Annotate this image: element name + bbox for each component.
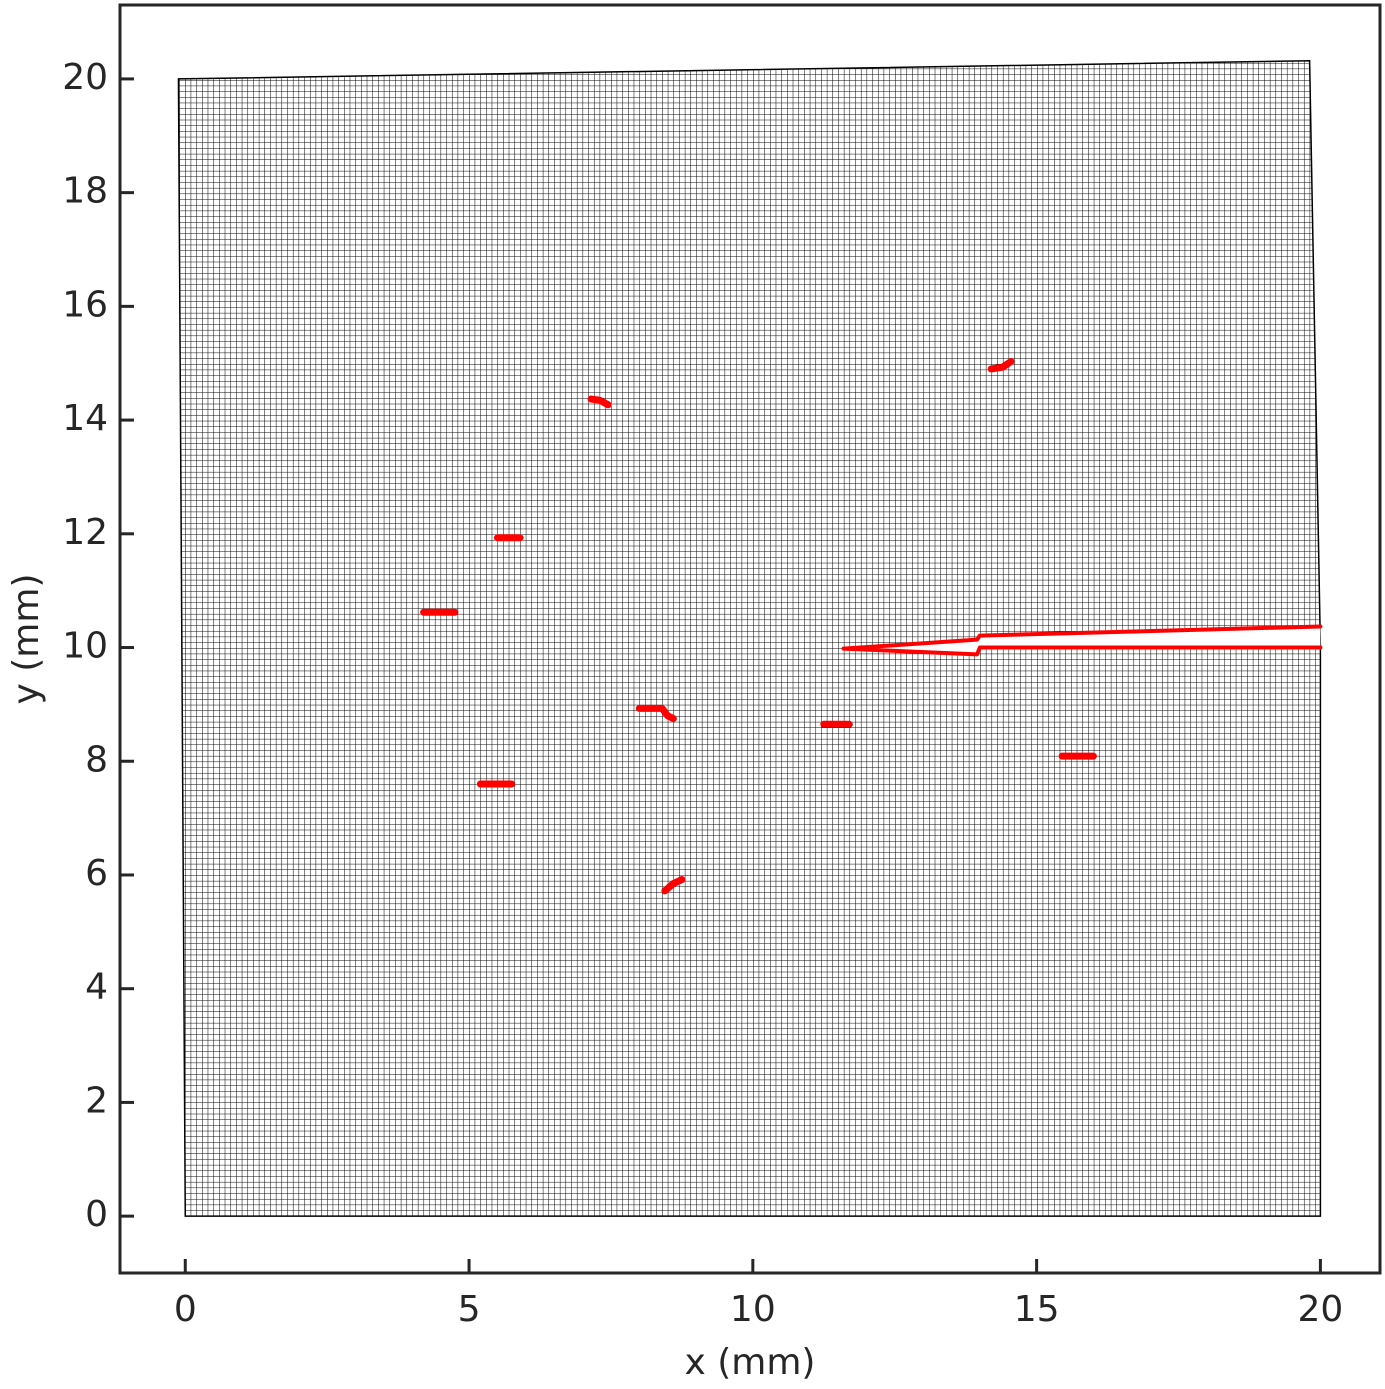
x-tick-label: 5	[458, 1289, 481, 1330]
y-tick-label: 12	[62, 512, 108, 553]
y-tick-label: 4	[85, 967, 108, 1008]
crack	[661, 876, 686, 895]
crack	[635, 704, 677, 723]
y-axis-label: y (mm)	[6, 574, 47, 705]
crack	[841, 624, 1323, 651]
y-tick-label: 14	[62, 398, 108, 439]
x-tick-label: 15	[1014, 1289, 1060, 1330]
x-tick-label: 20	[1297, 1289, 1343, 1330]
plot-area	[177, 59, 1323, 1217]
y-tick-label: 6	[85, 853, 108, 894]
y-tick-label: 0	[85, 1194, 108, 1235]
y-tick-label: 16	[62, 284, 108, 325]
crack	[587, 395, 612, 409]
y-tick-label: 20	[62, 57, 108, 98]
y-tick-label: 10	[62, 626, 108, 667]
x-axis-label: x (mm)	[685, 1342, 816, 1383]
y-tick-label: 18	[62, 171, 108, 212]
y-tick-label: 8	[85, 739, 108, 780]
mesh	[177, 59, 1322, 1217]
crack	[841, 645, 1323, 657]
x-tick-label: 0	[174, 1289, 197, 1330]
x-tick-label: 10	[730, 1289, 776, 1330]
y-tick-label: 2	[85, 1080, 108, 1121]
crack	[987, 358, 1015, 373]
axes-frame	[118, 3, 1382, 1275]
